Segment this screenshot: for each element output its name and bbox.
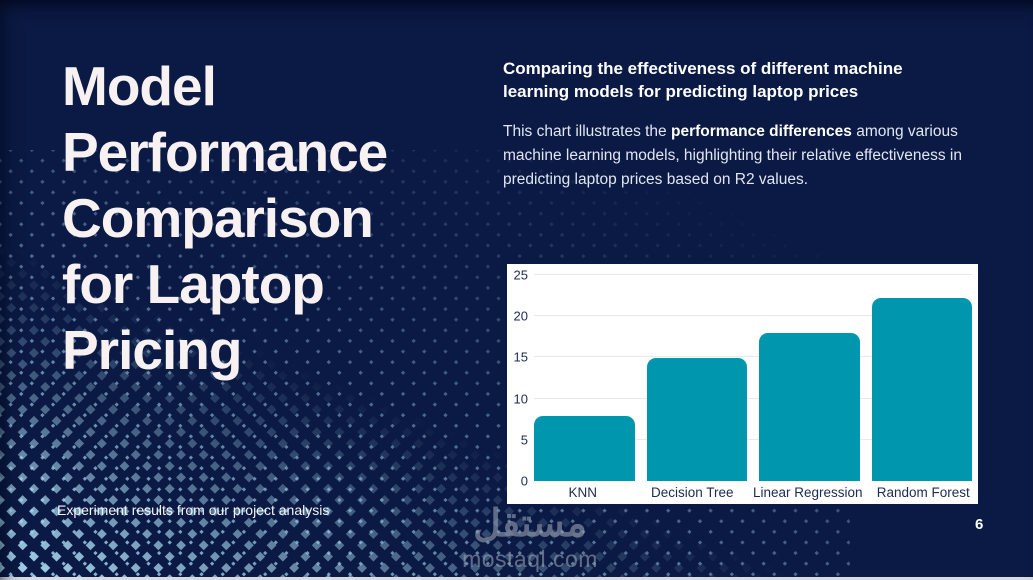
x-tick-label: Random Forest bbox=[876, 485, 970, 500]
y-tick-label: 10 bbox=[513, 391, 528, 407]
bar-knn bbox=[534, 415, 635, 481]
y-tick-label: 20 bbox=[513, 308, 528, 324]
x-tick-label: KNN bbox=[568, 485, 597, 500]
bar-random-forest bbox=[871, 298, 972, 481]
intro-body-bold: performance differences bbox=[670, 122, 852, 140]
y-tick-label: 15 bbox=[513, 349, 528, 365]
slide-title: Model Performance Comparison for Laptop … bbox=[62, 53, 492, 383]
intro-section: Comparing the effectiveness of different… bbox=[503, 57, 965, 192]
slide-title-line: for Laptop bbox=[62, 253, 325, 315]
intro-body: This chart illustrates the performance d… bbox=[503, 120, 965, 192]
y-tick-label: 5 bbox=[520, 432, 528, 448]
watermark: مستقل mostaql.com bbox=[446, 503, 614, 572]
slide-title-line: Model bbox=[62, 55, 217, 117]
chart-plot bbox=[534, 274, 972, 481]
bar-chart-panel: 0 5 10 15 20 25 KNN Decision Tree Linear Regres… bbox=[507, 264, 978, 504]
bar-decision-tree bbox=[646, 358, 747, 481]
slide-title-line: Comparison bbox=[62, 187, 374, 249]
y-tick-label: 0 bbox=[520, 473, 528, 489]
watermark-domain: mostaql.com bbox=[462, 545, 598, 572]
watermark-arabic-logo: مستقل bbox=[473, 503, 587, 545]
footer-note: Experiment results from our project anal… bbox=[57, 502, 330, 518]
x-tick-label: Linear Regression bbox=[752, 485, 863, 500]
intro-heading: Comparing the effectiveness of different… bbox=[503, 59, 903, 102]
page-number: 6 bbox=[975, 516, 984, 533]
y-tick-label: 25 bbox=[513, 267, 528, 283]
chart-x-axis: KNN Decision Tree Linear Regression Random … bbox=[534, 484, 972, 502]
intro-body-pre: This chart illustrates the bbox=[503, 122, 671, 140]
x-tick-label: Decision Tree bbox=[650, 485, 734, 500]
bar-linear-regression bbox=[759, 332, 860, 481]
chart-y-axis: 0 5 10 15 20 25 bbox=[507, 269, 531, 488]
chart-gridline bbox=[534, 274, 972, 275]
slide-title-line: Performance bbox=[62, 121, 388, 183]
slide-title-line: Pricing bbox=[62, 319, 242, 381]
